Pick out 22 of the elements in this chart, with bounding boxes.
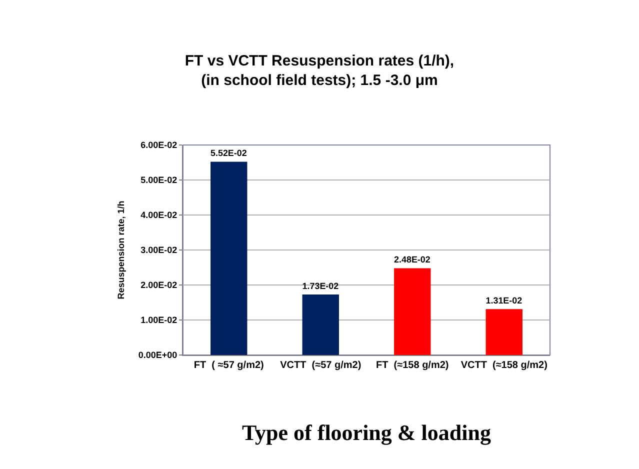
y-tick-label: 3.00E-02: [140, 245, 178, 256]
bar: [302, 294, 339, 355]
y-axis-title: Resuspension rate, 1/h: [116, 200, 126, 300]
bar: [394, 268, 431, 355]
x-tick-label: FT ( ≈57 g/m2): [194, 360, 264, 371]
data-label: 1.31E-02: [486, 295, 522, 306]
y-tick-label: 0.00E+00: [138, 350, 178, 360]
data-label: 2.48E-02: [394, 254, 430, 265]
chart-title: FT vs VCTT Resuspension rates (1/h), (in school field tests); 1.5 -3.0 μm: [184, 52, 454, 90]
y-tick-label: 4.00E-02: [140, 210, 178, 220]
y-tick-label: 5.00E-02: [140, 175, 178, 186]
bar: [486, 309, 522, 355]
bar: [210, 162, 248, 355]
x-axis-title: Type of flooring & loading: [242, 420, 491, 445]
data-label: 1.73E-02: [302, 280, 339, 291]
x-tick-label: VCTT (≈57 g/m2): [280, 360, 362, 371]
y-tick-label: 1.00E-02: [140, 315, 178, 326]
x-tick-label: FT (≈158 g/m2): [376, 360, 449, 371]
data-label: 5.52E-02: [210, 148, 247, 158]
y-tick-label: 6.00E-02: [140, 140, 178, 150]
x-tick-label: VCTT (≈158 g/m2): [460, 360, 548, 371]
y-tick-label: 2.00E-02: [140, 280, 178, 290]
